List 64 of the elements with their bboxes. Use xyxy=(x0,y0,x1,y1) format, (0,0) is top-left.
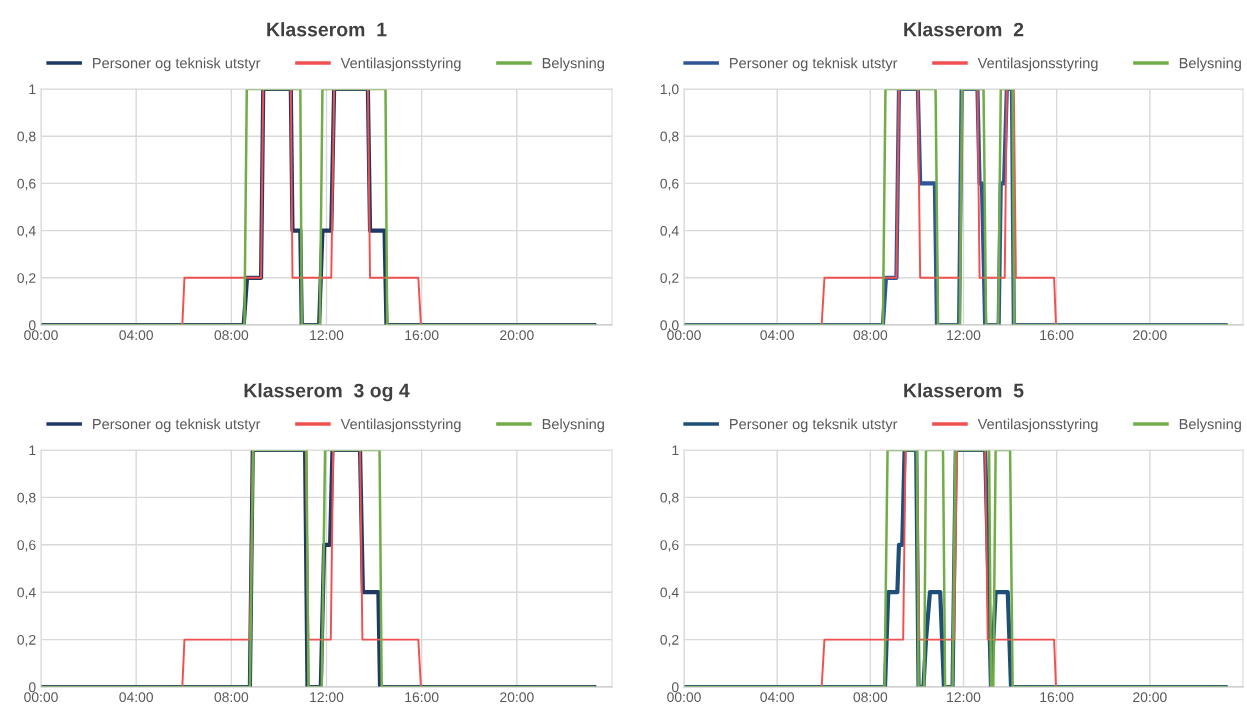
y-tick-label: 0,2 xyxy=(660,634,679,647)
legend-label: Personer og teknisk utstyr xyxy=(93,418,261,433)
x-tick-label: 20:00 xyxy=(1133,692,1167,703)
y-tick-label: 0,8 xyxy=(17,131,36,144)
y-tick-label: 1 xyxy=(29,445,36,456)
x-tick-label: 12:00 xyxy=(310,330,344,341)
legend-label: Belysning xyxy=(542,57,604,72)
x-tick-label: 12:00 xyxy=(310,692,344,703)
y-tick-label: 0,4 xyxy=(660,225,679,238)
x-tick-label: 00:00 xyxy=(24,692,58,703)
y-tick-label: 0,8 xyxy=(17,492,36,505)
y-tick-label: 0,6 xyxy=(17,178,36,191)
x-tick-label: 12:00 xyxy=(947,330,981,341)
y-tick-label: 0,2 xyxy=(660,273,679,285)
legend-label: Belysning xyxy=(1179,57,1241,72)
x-tick-label: 04:00 xyxy=(760,330,794,341)
legend-label: Personer og teksnik utstyr xyxy=(730,418,898,433)
y-tick-label: 0,0 xyxy=(660,320,679,332)
legend-label: Belysning xyxy=(1179,418,1241,433)
y-tick-label: 0 xyxy=(28,682,36,693)
y-tick-label: 0,6 xyxy=(660,178,679,191)
y-tick-label: 0,4 xyxy=(17,225,36,238)
x-tick-label: 08:00 xyxy=(853,330,888,341)
x-tick-label: 04:00 xyxy=(760,692,794,703)
legend-label: Personer og teknisk utstyr xyxy=(730,57,898,72)
y-tick-label: 0 xyxy=(671,682,679,693)
x-tick-label: 20:00 xyxy=(500,692,534,703)
y-tick-label: 1,0 xyxy=(660,84,679,96)
y-tick-label: 0,8 xyxy=(660,492,679,505)
legend-label: Belysning xyxy=(542,418,604,433)
x-tick-label: 16:00 xyxy=(1040,692,1074,703)
y-tick-label: 0,2 xyxy=(17,273,36,285)
chart-title: Klasserom 5 xyxy=(904,383,1024,398)
legend-label: Ventilasjonsstyring xyxy=(977,418,1098,433)
legend-label: Personer og teknisk utstyr xyxy=(93,57,261,72)
y-tick-label: 0 xyxy=(28,320,36,331)
legend-label: Ventilasjonsstyring xyxy=(977,57,1098,72)
x-tick-label: 00:00 xyxy=(667,692,701,703)
x-tick-label: 20:00 xyxy=(1133,330,1167,341)
y-tick-label: 0,6 xyxy=(660,540,679,552)
y-tick-label: 0,8 xyxy=(660,131,679,144)
x-tick-label: 08:00 xyxy=(214,330,249,341)
x-tick-label: 04:00 xyxy=(119,330,153,341)
x-tick-label: 16:00 xyxy=(405,692,439,703)
x-tick-label: 16:00 xyxy=(405,330,439,341)
x-tick-label: 08:00 xyxy=(853,692,888,703)
y-tick-label: 1 xyxy=(672,445,679,456)
x-tick-label: 00:00 xyxy=(24,330,58,341)
y-tick-label: 0,4 xyxy=(17,587,36,600)
x-tick-label: 16:00 xyxy=(1040,330,1074,341)
x-tick-label: 12:00 xyxy=(947,692,981,703)
x-tick-label: 00:00 xyxy=(667,330,701,341)
x-tick-label: 04:00 xyxy=(119,692,153,703)
legend-label: Ventilasjonsstyring xyxy=(340,418,461,433)
x-tick-label: 08:00 xyxy=(214,692,249,703)
chart-title: Klasserom 1 xyxy=(267,22,387,37)
chart-title: Klasserom 2 xyxy=(904,22,1024,37)
y-tick-label: 0,2 xyxy=(17,634,36,647)
y-tick-label: 0,4 xyxy=(660,587,679,600)
y-tick-label: 1 xyxy=(29,84,36,95)
chart-title: Klasserom 3 og 4 xyxy=(244,383,410,402)
y-tick-label: 0,6 xyxy=(17,540,36,552)
legend-label: Ventilasjonsstyring xyxy=(340,57,461,72)
x-tick-label: 20:00 xyxy=(500,330,534,341)
